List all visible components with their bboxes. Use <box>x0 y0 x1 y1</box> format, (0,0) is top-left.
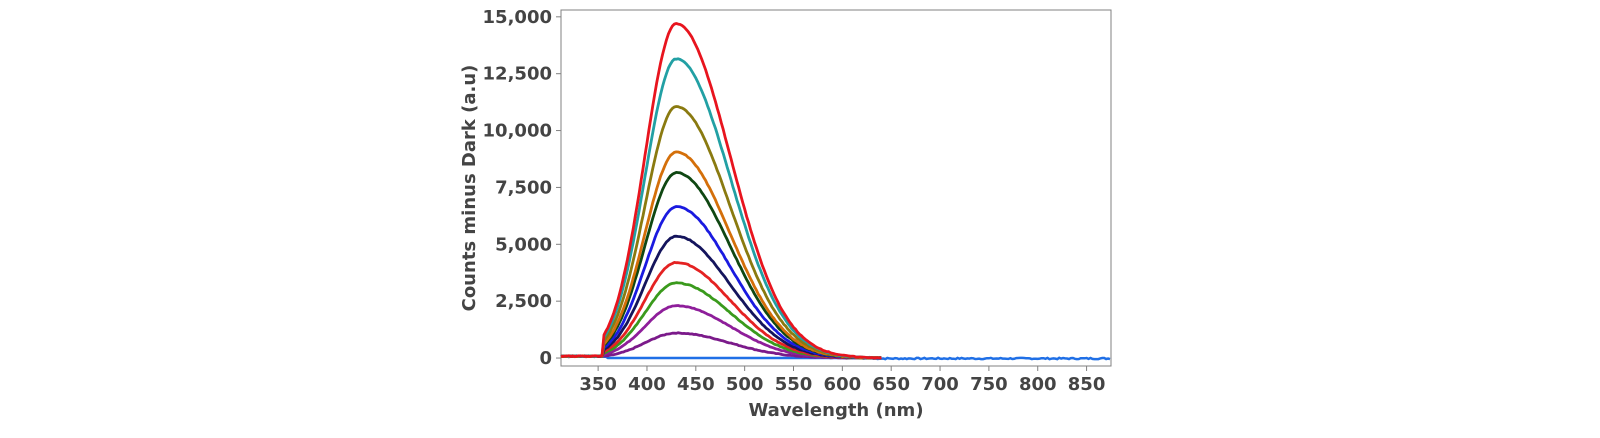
y-axis: 0 2,500 5,000 7,500 10,000 12,500 15,000 <box>483 7 561 369</box>
y-tick-label: 5,000 <box>495 234 552 255</box>
x-tick-label: 350 <box>579 374 617 395</box>
y-tick-label: 7,500 <box>495 177 552 198</box>
x-tick-label: 550 <box>775 374 813 395</box>
x-tick-label: 450 <box>677 374 715 395</box>
x-tick-label: 800 <box>1019 374 1057 395</box>
x-axis: 350 400 450 500 550 600 650 700 750 800 850 <box>579 366 1105 395</box>
series-layer <box>560 22 1111 361</box>
y-tick-label: 12,500 <box>483 64 552 85</box>
y-tick-label: 10,000 <box>483 121 552 142</box>
x-tick-label: 650 <box>872 374 910 395</box>
y-axis-title: Counts minus Dark (a.u) <box>459 65 480 312</box>
x-tick-label: 600 <box>824 374 862 395</box>
x-tick-label: 500 <box>726 374 764 395</box>
x-tick-label: 400 <box>628 374 666 395</box>
x-tick-label: 700 <box>921 374 959 395</box>
x-tick-label: 850 <box>1068 374 1106 395</box>
y-tick-label: 2,500 <box>495 291 552 312</box>
x-tick-label: 750 <box>970 374 1008 395</box>
plot-area <box>560 9 1112 367</box>
x-axis-title: Wavelength (nm) <box>748 400 923 421</box>
y-tick-label: 0 <box>539 348 552 369</box>
y-tick-label: 15,000 <box>483 7 552 28</box>
series-line-11 <box>560 22 882 360</box>
